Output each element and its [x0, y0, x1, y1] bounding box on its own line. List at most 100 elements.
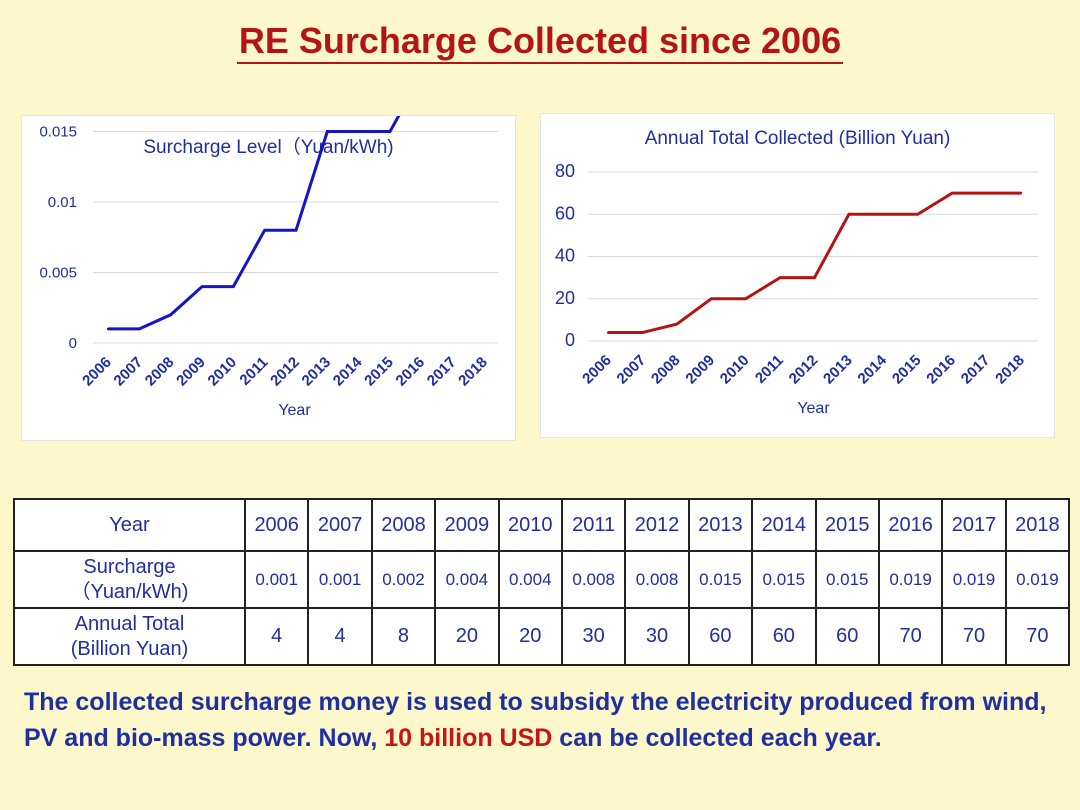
x-tick-label: 2017 — [424, 354, 460, 390]
table-cell-surcharge-2008: 0.002 — [370, 550, 437, 609]
x-tick-label: 2006 — [579, 352, 615, 388]
table-cell-surcharge-2009: 0.004 — [434, 550, 500, 609]
table-cell-surcharge-2015: 0.015 — [814, 550, 880, 609]
y-tick-label: 0.015 — [39, 124, 77, 141]
data-point — [675, 322, 679, 326]
table-cell-total-2018: 70 — [1004, 607, 1071, 666]
table-cell-year-2018: 2018 — [1004, 498, 1071, 552]
table-cell-year-2010: 2010 — [497, 498, 563, 552]
table-cell-surcharge-2011: 0.008 — [560, 550, 627, 609]
data-point — [606, 331, 610, 334]
x-tick-label: 2018 — [992, 352, 1028, 388]
x-tick-label: 2013 — [820, 352, 856, 388]
x-tick-label: 2013 — [299, 354, 335, 390]
row-header-surcharge: Surcharge （Yuan/kWh) — [13, 550, 246, 609]
table-cell-total-2013: 60 — [687, 607, 754, 666]
table-cell-year-2008: 2008 — [370, 498, 437, 552]
table-cell-total-2015: 60 — [814, 607, 880, 666]
x-tick-label: 2014 — [330, 353, 366, 389]
table-cell-year-2007: 2007 — [307, 498, 373, 552]
x-tick-label: 2015 — [889, 352, 925, 388]
chart-title: Annual Total Collected (Billion Yuan) — [644, 128, 951, 149]
table-cell-total-2010: 20 — [497, 607, 563, 666]
data-point — [263, 229, 266, 232]
series-line — [108, 116, 401, 331]
table-row-year: Year 2006 2007 2008 2009 2010 2011 2012 2013 201… — [13, 498, 1071, 552]
data-point — [882, 213, 885, 216]
x-tick-label: 2016 — [923, 352, 959, 388]
table-cell-year-2015: 2015 — [814, 498, 880, 552]
y-tick-label: 40 — [555, 246, 575, 266]
x-tick-label: 2012 — [267, 354, 303, 390]
data-point — [106, 327, 110, 331]
table-cell-surcharge-2006: 0.001 — [243, 550, 310, 609]
x-axis-label: Year — [797, 400, 830, 417]
data-point — [950, 191, 954, 195]
chart-title: Surcharge Level（Yuan/kWh) — [143, 137, 394, 158]
table-cell-surcharge-2013: 0.015 — [687, 550, 754, 609]
data-point — [357, 130, 360, 133]
row-header-year: Year — [13, 498, 246, 552]
table-cell-year-2012: 2012 — [624, 498, 690, 552]
x-tick-label: 2016 — [393, 354, 429, 390]
table-cell-total-2017: 70 — [941, 607, 1007, 666]
table-cell-surcharge-2012: 0.008 — [624, 550, 690, 609]
table-cell-total-2009: 20 — [434, 607, 500, 666]
y-tick-label: 20 — [555, 288, 575, 308]
data-point — [778, 276, 782, 279]
data-point — [200, 285, 204, 288]
data-point — [388, 130, 392, 133]
table-cell-total-2016: 70 — [877, 607, 944, 666]
x-tick-label: 2008 — [142, 354, 178, 390]
surcharge-level-chart: Surcharge Level（Yuan/kWh) 0 0.005 0.01 0.01… — [21, 115, 516, 441]
x-tick-label: 2006 — [79, 354, 115, 390]
table-cell-year-2017: 2017 — [941, 498, 1007, 552]
x-tick-label: 2014 — [855, 351, 891, 387]
data-point — [710, 297, 713, 300]
table-cell-year-2011: 2011 — [560, 498, 627, 552]
table-cell-year-2014: 2014 — [751, 498, 817, 552]
table-cell-year-2006: 2006 — [243, 498, 310, 552]
row-header-total: Annual Total (Billion Yuan) — [13, 607, 246, 666]
table-cell-surcharge-2016: 0.019 — [877, 550, 944, 609]
y-tick-label: 80 — [555, 161, 575, 181]
x-tick-label: 2015 — [361, 354, 397, 390]
y-tick-label: 0 — [565, 330, 575, 350]
x-tick-label: 2010 — [205, 354, 241, 390]
x-tick-label: 2018 — [455, 354, 491, 390]
table-row-total: Annual Total (Billion Yuan) 4 4 8 20 20 30 30 6… — [13, 607, 1071, 666]
table-cell-total-2012: 30 — [624, 607, 690, 666]
data-point — [847, 213, 851, 216]
x-tick-label: 2008 — [648, 352, 684, 388]
x-tick-label: 2017 — [958, 352, 994, 388]
data-point — [169, 313, 172, 316]
table-row-surcharge: Surcharge （Yuan/kWh) 0.001 0.001 0.002 0.00… — [13, 550, 1071, 609]
data-point — [985, 191, 988, 195]
data-point — [641, 331, 644, 334]
x-tick-label: 2009 — [682, 352, 718, 388]
x-tick-label: 2011 — [236, 354, 271, 389]
x-axis-label: Year — [278, 402, 311, 419]
y-tick-label: 60 — [555, 203, 575, 223]
table-cell-total-2006: 4 — [243, 607, 310, 666]
y-tick-label: 0 — [69, 335, 77, 352]
data-point — [294, 229, 298, 232]
data-point — [1019, 191, 1023, 195]
table-cell-surcharge-2014: 0.015 — [751, 550, 817, 609]
surcharge-level-plot: 00.0050.010.0150.02200620072008200920102… — [39, 116, 498, 390]
data-point — [326, 130, 329, 133]
highlight-amount: 10 billion USD — [384, 724, 553, 752]
table-cell-year-2009: 2009 — [434, 498, 500, 552]
table-cell-total-2014: 60 — [751, 607, 817, 666]
table-cell-year-2016: 2016 — [877, 498, 944, 552]
x-tick-label: 2011 — [752, 352, 787, 387]
x-tick-label: 2012 — [786, 352, 822, 388]
table-cell-total-2011: 30 — [560, 607, 627, 666]
table-cell-total-2008: 8 — [370, 607, 437, 666]
x-tick-label: 2007 — [614, 352, 650, 388]
table-cell-surcharge-2007: 0.001 — [307, 550, 373, 609]
x-tick-label: 2009 — [173, 354, 209, 390]
table-cell-surcharge-2010: 0.004 — [497, 550, 563, 609]
data-point — [916, 213, 919, 216]
